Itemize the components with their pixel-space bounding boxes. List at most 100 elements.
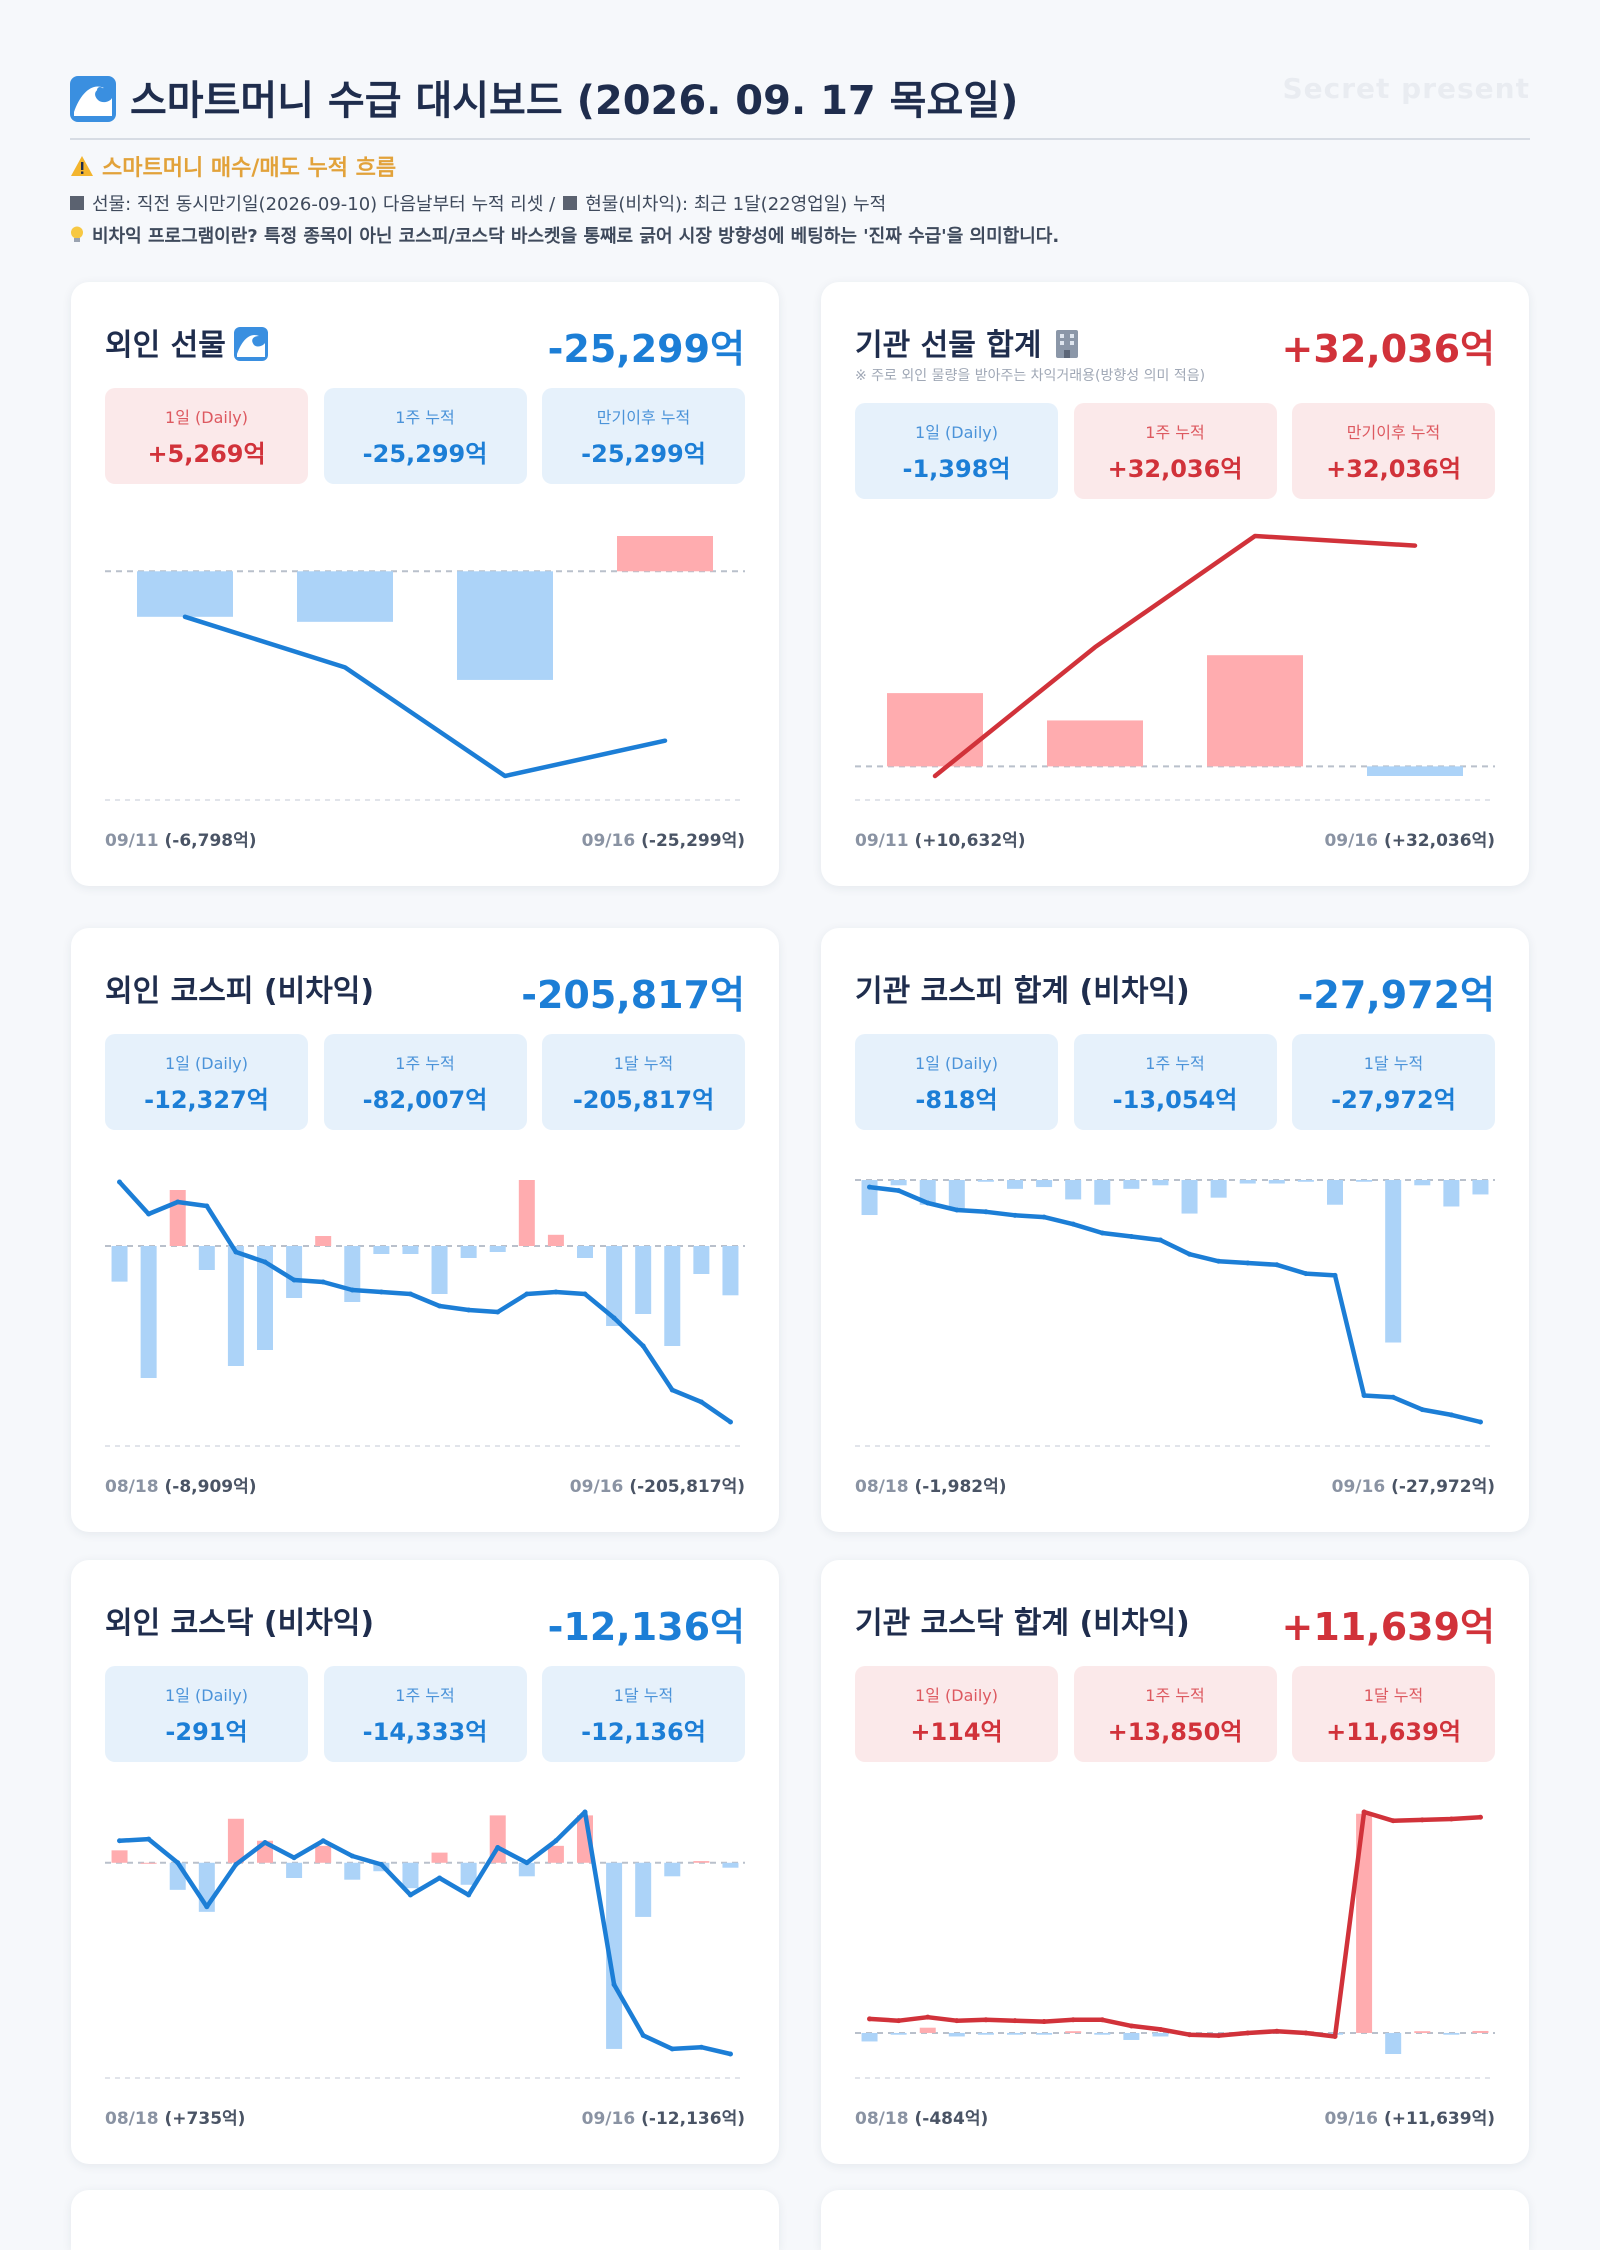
- daily-bar: [1414, 2031, 1431, 2033]
- daily-bar: [887, 693, 983, 767]
- daily-bar: [693, 1246, 710, 1274]
- card-title: 기관 코스피 합계 (비차익): [855, 974, 1190, 1009]
- note-futures: 선물: 직전 동시만기일(2026-09-10) 다음날부터 누적 리셋 /: [92, 194, 556, 215]
- daily-bar: [722, 1862, 739, 1868]
- stat-value: -1,398억: [902, 454, 1011, 483]
- chart-footer: 08/18 (-1,982억) 09/16 (-27,972억): [855, 1472, 1495, 1497]
- stat-box-since-expiry: 만기이후 누적 +32,036억: [1292, 403, 1495, 499]
- cumulative-line: [932, 533, 1418, 779]
- cumulative-point: [349, 1287, 355, 1293]
- cumulative-point: [1448, 1816, 1454, 1822]
- daily-bar: [111, 1850, 128, 1863]
- cumulative-point: [1012, 2018, 1018, 2024]
- daily-bar: [297, 571, 393, 622]
- stat-value: -82,007억: [362, 1085, 488, 1114]
- cumulative-point: [204, 1904, 210, 1910]
- stat-label: 1달 누적: [1363, 1685, 1424, 1705]
- stat-boxes: 1일 (Daily) +5,269억 1주 누적 -25,299억 만기이후 누적 -…: [105, 388, 745, 484]
- card-title: 기관 선물 합계: [855, 320, 1084, 364]
- cumulative-point: [204, 1203, 210, 1209]
- end-date: 09/16: [1324, 831, 1378, 851]
- cumulative-point: [349, 1853, 355, 1859]
- card-title: 외인 선물: [105, 320, 268, 364]
- card-title-text: 기관 선물 합계: [855, 328, 1042, 363]
- daily-bar: [460, 1862, 477, 1885]
- stat-value: -25,299억: [362, 439, 488, 468]
- daily-bar: [460, 1246, 477, 1258]
- cumulative-point: [1274, 1262, 1280, 1268]
- daily-bar: [198, 1246, 215, 1270]
- cumulative-point: [1187, 2032, 1193, 2038]
- stat-boxes: 1일 (Daily) -291억 1주 누적 -14,333억 1달 누적 -12,1…: [105, 1666, 745, 1762]
- cumulative-point: [1332, 1272, 1338, 1278]
- stat-box-week: 1주 누적 -82,007억: [323, 1034, 527, 1130]
- cumulative-point: [640, 1343, 646, 1349]
- cumulative-point: [378, 1289, 384, 1295]
- daily-bar: [577, 1246, 593, 1258]
- cumulative-point: [437, 1875, 443, 1881]
- daily-bar: [1367, 766, 1463, 776]
- cumulative-point: [582, 1291, 588, 1297]
- daily-bar: [1065, 1180, 1082, 1200]
- card-title-text: 외인 선물: [105, 328, 226, 363]
- cumulative-point: [640, 2032, 646, 2038]
- card-total: -27,972억: [1297, 973, 1495, 1017]
- daily-bar: [227, 1246, 244, 1366]
- stat-box-daily: 1일 (Daily) +5,269억: [105, 388, 308, 484]
- chart-footer: 09/11 (+10,632억) 09/16 (+32,036억): [855, 826, 1495, 851]
- stat-value: +32,036억: [1326, 454, 1461, 483]
- cumulative-point: [727, 1419, 733, 1425]
- end-date: 09/16: [1324, 2109, 1378, 2129]
- cumulative-point: [466, 1892, 472, 1898]
- daily-bar: [344, 1862, 361, 1880]
- cumulative-point: [553, 1838, 559, 1844]
- cumulative-point: [117, 1179, 123, 1185]
- building-icon: [1055, 330, 1078, 358]
- end-date: 09/16: [1331, 1477, 1386, 1497]
- daily-bar: [635, 1246, 652, 1314]
- chart-footer: 08/18 (-484억) 09/16 (+11,639억): [855, 2104, 1495, 2129]
- cumulative-point: [1390, 1394, 1396, 1400]
- flow-chart: [105, 536, 745, 801]
- stat-label: 1일 (Daily): [915, 1053, 998, 1073]
- cumulative-point: [1099, 1230, 1105, 1236]
- cumulative-point: [698, 2044, 704, 2050]
- daily-bar: [1094, 1180, 1111, 1205]
- stat-value: +114억: [910, 1717, 1003, 1746]
- cumulative-point: [117, 1838, 123, 1844]
- cumulative-point: [669, 2046, 675, 2052]
- cumulative-point: [1099, 2017, 1105, 2023]
- daily-bar: [1123, 1180, 1140, 1189]
- flow-chart: [855, 533, 1495, 801]
- card-institution-kosdaq: 기관 코스닥 합계 (비차익) +11,639억 1일 (Daily) +114억…: [821, 1560, 1529, 2164]
- cumulative-point: [611, 1315, 617, 1321]
- start-value: (+10,632억): [914, 831, 1026, 851]
- daily-bar: [1385, 1180, 1402, 1343]
- cumulative-point: [1361, 1809, 1367, 1815]
- cumulative-point: [407, 1892, 413, 1898]
- note-program: 비차익 프로그램이란? 특정 종목이 아닌 코스피/코스닥 바스켓을 통째로 긁…: [92, 226, 1060, 247]
- cumulative-point: [1070, 1221, 1076, 1227]
- cumulative-point: [983, 2017, 989, 2023]
- cumulative-point: [1128, 1234, 1134, 1240]
- stat-label: 1일 (Daily): [915, 1685, 998, 1705]
- wave-icon: [233, 327, 268, 361]
- cumulative-point: [1041, 2019, 1047, 2025]
- cumulative-point: [1157, 1237, 1163, 1243]
- stat-label: 1주 누적: [395, 1053, 455, 1073]
- daily-bar: [1007, 2032, 1023, 2035]
- stat-box-daily: 1일 (Daily) -1,398억: [855, 403, 1058, 499]
- cumulative-point: [611, 1982, 617, 1988]
- daily-bar: [140, 1246, 157, 1378]
- stat-label: 1주 누적: [1145, 422, 1205, 442]
- cumulative-point: [437, 1303, 443, 1309]
- card-foreign-kospi: 외인 코스피 (비차익) -205,817억 1일 (Daily) -12,327…: [71, 928, 779, 1532]
- daily-bar: [402, 1246, 419, 1254]
- daily-bar: [977, 1180, 994, 1182]
- cumulative-point: [1245, 1260, 1251, 1266]
- daily-bar: [617, 536, 713, 572]
- card-foreign-futures: 외인 선물 -25,299억 1일 (Daily) +5,269억 1주 누적 -2…: [71, 282, 779, 886]
- daily-bar: [977, 2032, 994, 2035]
- warning-text: 스마트머니 매수/매도 누적 흐름: [102, 156, 397, 181]
- stat-label: 1일 (Daily): [165, 1685, 248, 1705]
